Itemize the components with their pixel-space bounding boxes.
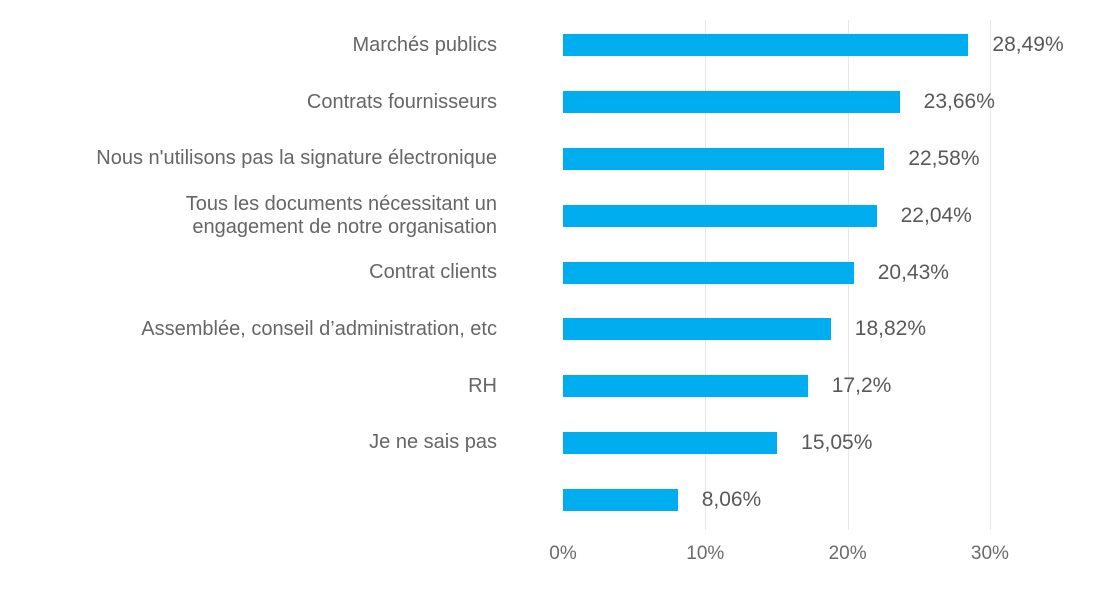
category-label: Je ne sais pas	[369, 431, 497, 454]
category-label: Assemblée, conseil d’administration, etc	[141, 317, 497, 340]
gridline	[989, 20, 991, 530]
x-axis: 0% 10% 20% 30%	[0, 543, 1100, 571]
bar-row: 8,06%	[0, 471, 1100, 528]
category-label: Nous n'utilisons pas la signature électr…	[96, 147, 497, 170]
bar-row: Je ne sais pas 15,05%	[0, 415, 1100, 472]
value-label: 18,82%	[854, 317, 927, 341]
category-label: Contrat clients	[369, 261, 497, 284]
bar	[563, 147, 885, 170]
category-label: Tous les documents nécessitant un engage…	[185, 192, 497, 238]
bar-row: Contrats fournisseurs 23,66%	[0, 74, 1100, 131]
value-label: 22,04%	[900, 203, 972, 227]
value-label: 23,66%	[923, 90, 995, 114]
bar	[563, 204, 877, 227]
bar-rows: Marchés publics 28,49% Contrats fourniss…	[0, 17, 1100, 528]
value-label: 17,2%	[831, 374, 892, 398]
bar	[563, 318, 831, 341]
bar-row: Assemblée, conseil d’administration, etc…	[0, 301, 1100, 358]
bar	[563, 91, 900, 114]
value-label: 20,43%	[877, 260, 949, 284]
x-axis-tick: 20%	[828, 543, 867, 564]
value-label: 22,58%	[908, 146, 980, 170]
value-label: 28,49%	[992, 33, 1064, 57]
bar-row: Tous les documents nécessitant un engage…	[0, 187, 1100, 244]
bar	[563, 34, 969, 57]
value-label: 15,05%	[801, 430, 873, 454]
bar-row: Contrat clients 20,43%	[0, 244, 1100, 301]
bar	[563, 431, 778, 454]
bar	[563, 488, 678, 511]
x-axis-tick: 30%	[970, 543, 1009, 564]
category-label: Contrats fournisseurs	[306, 90, 497, 113]
bar-row: Nous n'utilisons pas la signature électr…	[0, 131, 1100, 188]
value-label: 8,06%	[701, 487, 762, 511]
x-axis-tick: 10%	[686, 543, 725, 564]
bar	[563, 261, 854, 284]
bar-row: Marchés publics 28,49%	[0, 17, 1100, 74]
bar	[563, 375, 808, 398]
x-axis-tick: 0%	[549, 543, 577, 564]
category-label: RH	[468, 374, 497, 397]
bar-row: RH 17,2%	[0, 358, 1100, 415]
category-label: Marchés publics	[352, 33, 497, 56]
